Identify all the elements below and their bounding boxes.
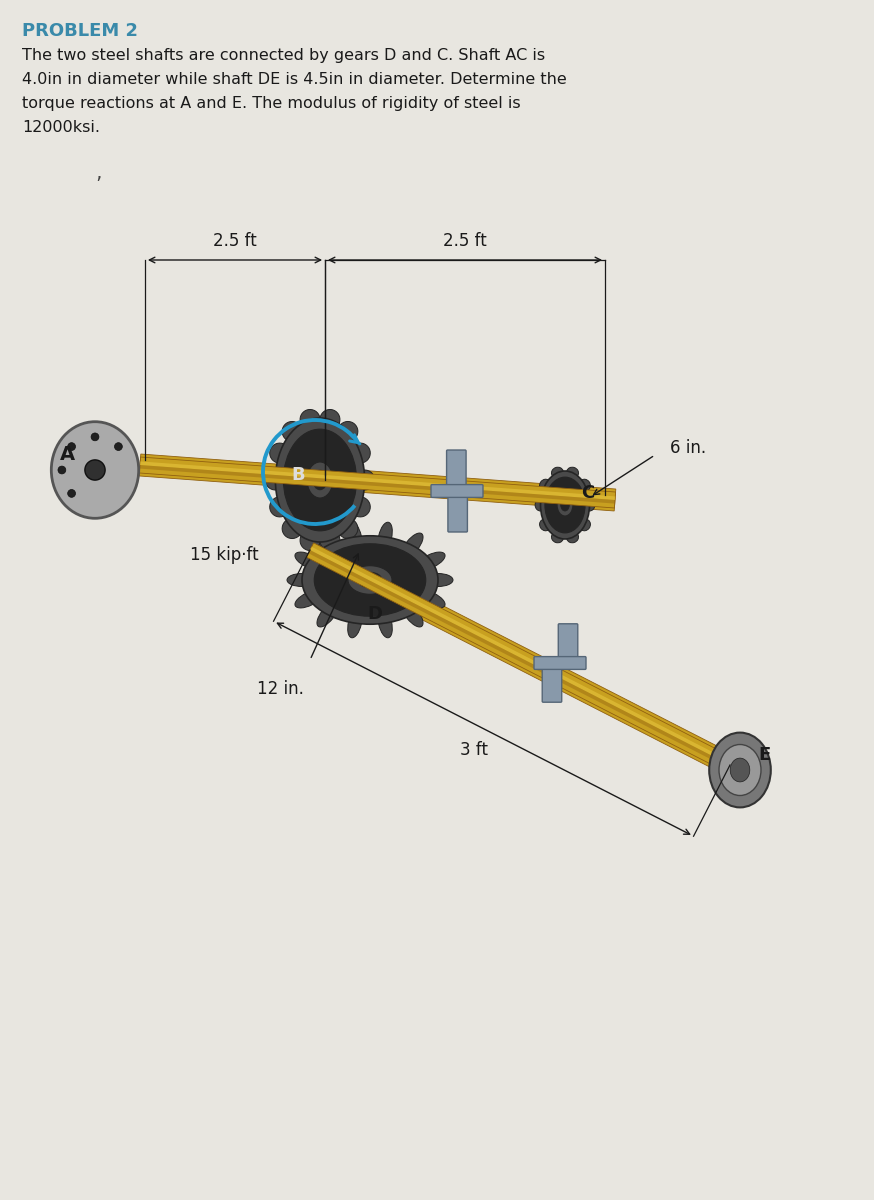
Ellipse shape — [300, 530, 320, 551]
Ellipse shape — [348, 565, 392, 594]
Polygon shape — [140, 464, 615, 505]
Ellipse shape — [313, 470, 327, 490]
Ellipse shape — [317, 602, 338, 626]
Ellipse shape — [348, 608, 362, 637]
Ellipse shape — [357, 572, 382, 588]
Text: 6 in.: 6 in. — [670, 439, 706, 457]
Polygon shape — [140, 457, 615, 508]
Ellipse shape — [270, 443, 290, 463]
Ellipse shape — [402, 602, 423, 626]
FancyBboxPatch shape — [558, 624, 578, 667]
Text: 12000ksi.: 12000ksi. — [22, 120, 100, 134]
Polygon shape — [140, 460, 615, 500]
Ellipse shape — [579, 479, 591, 491]
Ellipse shape — [551, 532, 564, 542]
Ellipse shape — [302, 535, 438, 624]
Ellipse shape — [338, 421, 357, 442]
Ellipse shape — [355, 470, 375, 490]
Ellipse shape — [719, 744, 761, 796]
Polygon shape — [310, 546, 732, 766]
Ellipse shape — [348, 522, 362, 552]
Ellipse shape — [418, 590, 445, 608]
Polygon shape — [308, 550, 730, 769]
Ellipse shape — [307, 462, 333, 498]
Text: A: A — [59, 445, 74, 464]
Ellipse shape — [557, 494, 573, 516]
Ellipse shape — [560, 499, 569, 511]
Ellipse shape — [709, 732, 771, 808]
Ellipse shape — [545, 478, 585, 533]
Ellipse shape — [282, 421, 302, 442]
Ellipse shape — [275, 418, 364, 542]
Ellipse shape — [539, 479, 551, 491]
Ellipse shape — [320, 409, 340, 430]
Ellipse shape — [315, 544, 426, 617]
Polygon shape — [140, 462, 615, 500]
Ellipse shape — [535, 499, 546, 511]
Text: 12 in.: 12 in. — [257, 680, 303, 698]
Ellipse shape — [566, 532, 579, 542]
Text: ’: ’ — [95, 175, 101, 194]
Ellipse shape — [317, 533, 338, 558]
Text: 3 ft: 3 ft — [460, 740, 488, 758]
Ellipse shape — [423, 574, 453, 587]
Ellipse shape — [551, 467, 564, 478]
Ellipse shape — [266, 470, 286, 490]
Circle shape — [58, 466, 66, 474]
Text: C: C — [581, 484, 594, 502]
FancyBboxPatch shape — [542, 659, 562, 702]
Polygon shape — [310, 547, 732, 766]
Polygon shape — [140, 464, 615, 504]
FancyBboxPatch shape — [447, 488, 468, 532]
Text: 2.5 ft: 2.5 ft — [443, 232, 487, 250]
Ellipse shape — [378, 608, 392, 637]
Text: B: B — [291, 466, 305, 484]
FancyBboxPatch shape — [534, 656, 586, 670]
Text: E: E — [758, 746, 770, 764]
Text: The two steel shafts are connected by gears D and C. Shaft AC is: The two steel shafts are connected by ge… — [22, 48, 545, 62]
FancyBboxPatch shape — [447, 450, 466, 494]
Ellipse shape — [295, 590, 323, 608]
Ellipse shape — [579, 520, 591, 530]
Polygon shape — [139, 454, 616, 511]
Text: PROBLEM 2: PROBLEM 2 — [22, 22, 138, 40]
Ellipse shape — [584, 499, 595, 511]
Ellipse shape — [730, 758, 750, 782]
Text: 2.5 ft: 2.5 ft — [213, 232, 257, 250]
Ellipse shape — [283, 430, 357, 530]
Text: 4.0in in diameter while shaft DE is 4.5in in diameter. Determine the: 4.0in in diameter while shaft DE is 4.5i… — [22, 72, 566, 86]
Circle shape — [85, 460, 105, 480]
Ellipse shape — [539, 520, 551, 530]
Text: 15 kip·ft: 15 kip·ft — [190, 546, 259, 564]
Circle shape — [67, 443, 75, 450]
Circle shape — [114, 443, 122, 450]
Polygon shape — [309, 550, 730, 768]
Ellipse shape — [270, 497, 290, 517]
Ellipse shape — [338, 518, 357, 539]
FancyBboxPatch shape — [431, 485, 483, 497]
Ellipse shape — [320, 530, 340, 551]
Ellipse shape — [282, 518, 302, 539]
Ellipse shape — [378, 522, 392, 552]
Text: torque reactions at A and E. The modulus of rigidity of steel is: torque reactions at A and E. The modulus… — [22, 96, 521, 110]
Ellipse shape — [300, 409, 320, 430]
Ellipse shape — [287, 574, 317, 587]
Ellipse shape — [540, 470, 589, 539]
Ellipse shape — [402, 533, 423, 558]
Text: D: D — [367, 605, 383, 623]
Ellipse shape — [418, 552, 445, 570]
Polygon shape — [307, 542, 733, 772]
Ellipse shape — [350, 497, 371, 517]
Ellipse shape — [52, 421, 139, 518]
Polygon shape — [305, 540, 735, 775]
Ellipse shape — [566, 467, 579, 478]
Circle shape — [67, 490, 75, 497]
Ellipse shape — [350, 443, 371, 463]
Ellipse shape — [295, 552, 323, 570]
Circle shape — [91, 433, 99, 440]
